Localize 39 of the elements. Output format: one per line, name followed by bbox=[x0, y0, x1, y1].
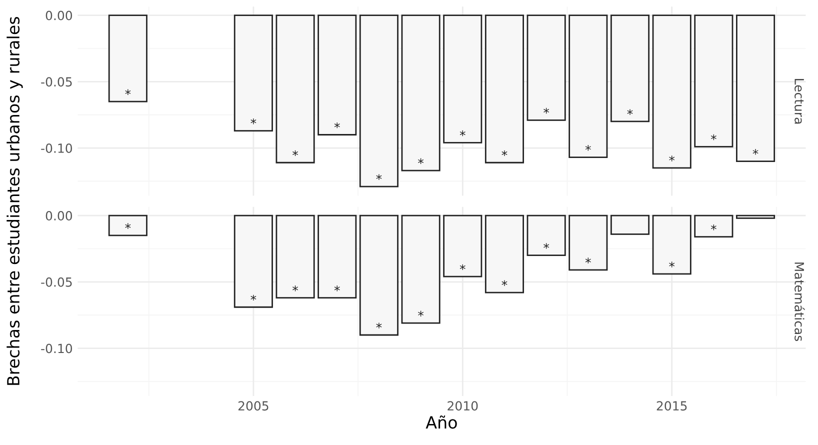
data-label: * bbox=[250, 294, 256, 301]
data-label: * bbox=[502, 280, 508, 286]
x-tick-label: 2015 bbox=[656, 401, 687, 411]
data-label: * bbox=[292, 286, 298, 292]
text: Lectura bbox=[794, 79, 804, 124]
data-label: * bbox=[334, 286, 340, 292]
data-label: * bbox=[585, 258, 591, 264]
data-label: * bbox=[544, 108, 550, 114]
data-label: * bbox=[418, 310, 424, 316]
data-label: * bbox=[334, 122, 340, 128]
data-label: * bbox=[460, 130, 466, 136]
data-label: * bbox=[669, 156, 675, 162]
y-tick-label: -0.10 bbox=[41, 344, 72, 354]
y-tick-label: -0.05 bbox=[41, 77, 72, 87]
x-tick-label: 2005 bbox=[238, 401, 268, 411]
data-label: * bbox=[418, 158, 424, 164]
y-tick-label: 0.00 bbox=[46, 211, 72, 220]
data-label: * bbox=[125, 89, 131, 95]
text: Matemáticas bbox=[794, 262, 805, 342]
data-label: * bbox=[292, 150, 298, 156]
data-label: * bbox=[710, 224, 716, 230]
data-label: * bbox=[752, 149, 758, 155]
y-tick-label: -0.10 bbox=[41, 143, 72, 153]
y-tick-label: 0.00 bbox=[46, 10, 72, 20]
data-label: * bbox=[460, 264, 466, 270]
data-label: * bbox=[250, 118, 256, 124]
data-label: * bbox=[710, 134, 716, 140]
x-tick-label: 2010 bbox=[448, 401, 478, 411]
y-axis-title: Brechas entre estudiantes urbanos y rurales bbox=[6, 16, 23, 385]
y-tick-label: -0.05 bbox=[41, 277, 72, 287]
data-label: * bbox=[669, 262, 675, 268]
data-label: * bbox=[585, 145, 591, 151]
data-label: * bbox=[544, 243, 550, 249]
x-axis-title: Año bbox=[426, 416, 457, 429]
data-label: * bbox=[376, 174, 382, 180]
data-label: * bbox=[376, 322, 382, 328]
data-label: * bbox=[502, 150, 508, 156]
data-label: * bbox=[125, 223, 131, 229]
data-label: * bbox=[627, 109, 633, 115]
